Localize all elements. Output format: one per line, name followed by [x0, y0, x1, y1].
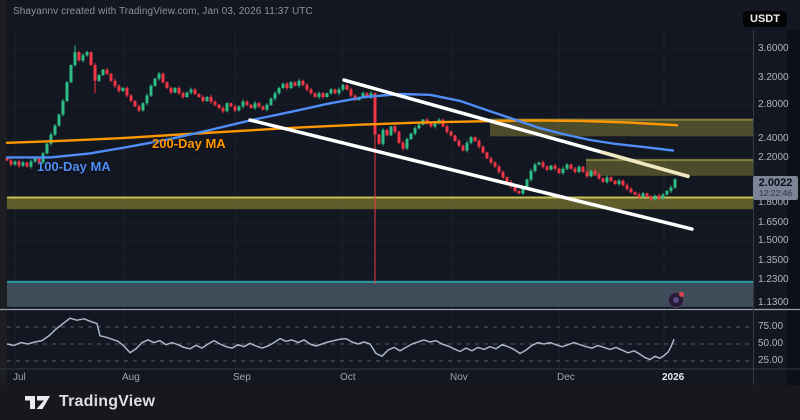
price-axis-label: 1.8000 [758, 197, 789, 208]
quote-currency-badge: USDT [743, 11, 787, 27]
ma-200-label: 200-Day MA [152, 136, 226, 151]
time-axis-label: Dec [557, 372, 575, 383]
price-axis-label: 1.6500 [758, 217, 789, 228]
price-axis-label: 2.4000 [758, 133, 789, 144]
last-price-value: 2.0022 [758, 177, 793, 189]
rsi-line [6, 317, 675, 361]
price-axis-label: 3.6000 [758, 43, 789, 54]
price-axis-label: 1.2300 [758, 274, 789, 285]
tradingview-logo-text: TradingView [59, 393, 156, 410]
time-axis-label: Oct [340, 372, 356, 383]
target-emoji-inner [673, 297, 679, 303]
price-axis-label: 2.8000 [758, 99, 789, 110]
target-emoji-icon [668, 292, 684, 308]
candles-group [5, 45, 677, 285]
ma-100-label: 100-Day MA [37, 159, 111, 174]
footer-bar: TradingView [0, 385, 800, 420]
target-emoji-dot [679, 292, 684, 297]
tradingview-logo[interactable]: TradingView [25, 393, 155, 411]
price-axis-label: 3.2000 [758, 72, 789, 83]
time-axis-label: Nov [450, 372, 468, 383]
price-axis-label: 2.2000 [758, 152, 789, 163]
time-axis-label: Jul [13, 372, 26, 383]
price-axis-label: 1.1300 [758, 297, 789, 308]
zone-support-main [7, 197, 753, 210]
rsi-axis-label: 75.00 [758, 321, 784, 332]
axis-right-shade [787, 30, 800, 385]
rsi-axis-label: 25.00 [758, 355, 784, 366]
attribution-text: Shayannv created with TradingView.com, J… [13, 6, 313, 17]
time-axis-label: Sep [233, 372, 251, 383]
price-axis-label: 1.5000 [758, 235, 789, 246]
trendline-upper-tail [600, 150, 690, 179]
last-price-countdown: 12:22:46 [758, 188, 793, 198]
zone-support-deep-teal [7, 281, 753, 307]
time-axis-label: 2026 [662, 372, 685, 383]
left-edge-strip [0, 0, 7, 385]
price-axis-label: 1.3500 [758, 255, 789, 266]
ma-200-line [5, 119, 679, 144]
time-axis-label: Aug [122, 372, 140, 383]
trendline-channel-lower [248, 118, 694, 231]
zone-resistance-mid [586, 159, 753, 176]
rsi-axis-label: 50.00 [758, 338, 784, 349]
tradingview-mark-icon [25, 396, 50, 409]
last-price-box: 2.0022 12:22:46 [753, 176, 798, 200]
